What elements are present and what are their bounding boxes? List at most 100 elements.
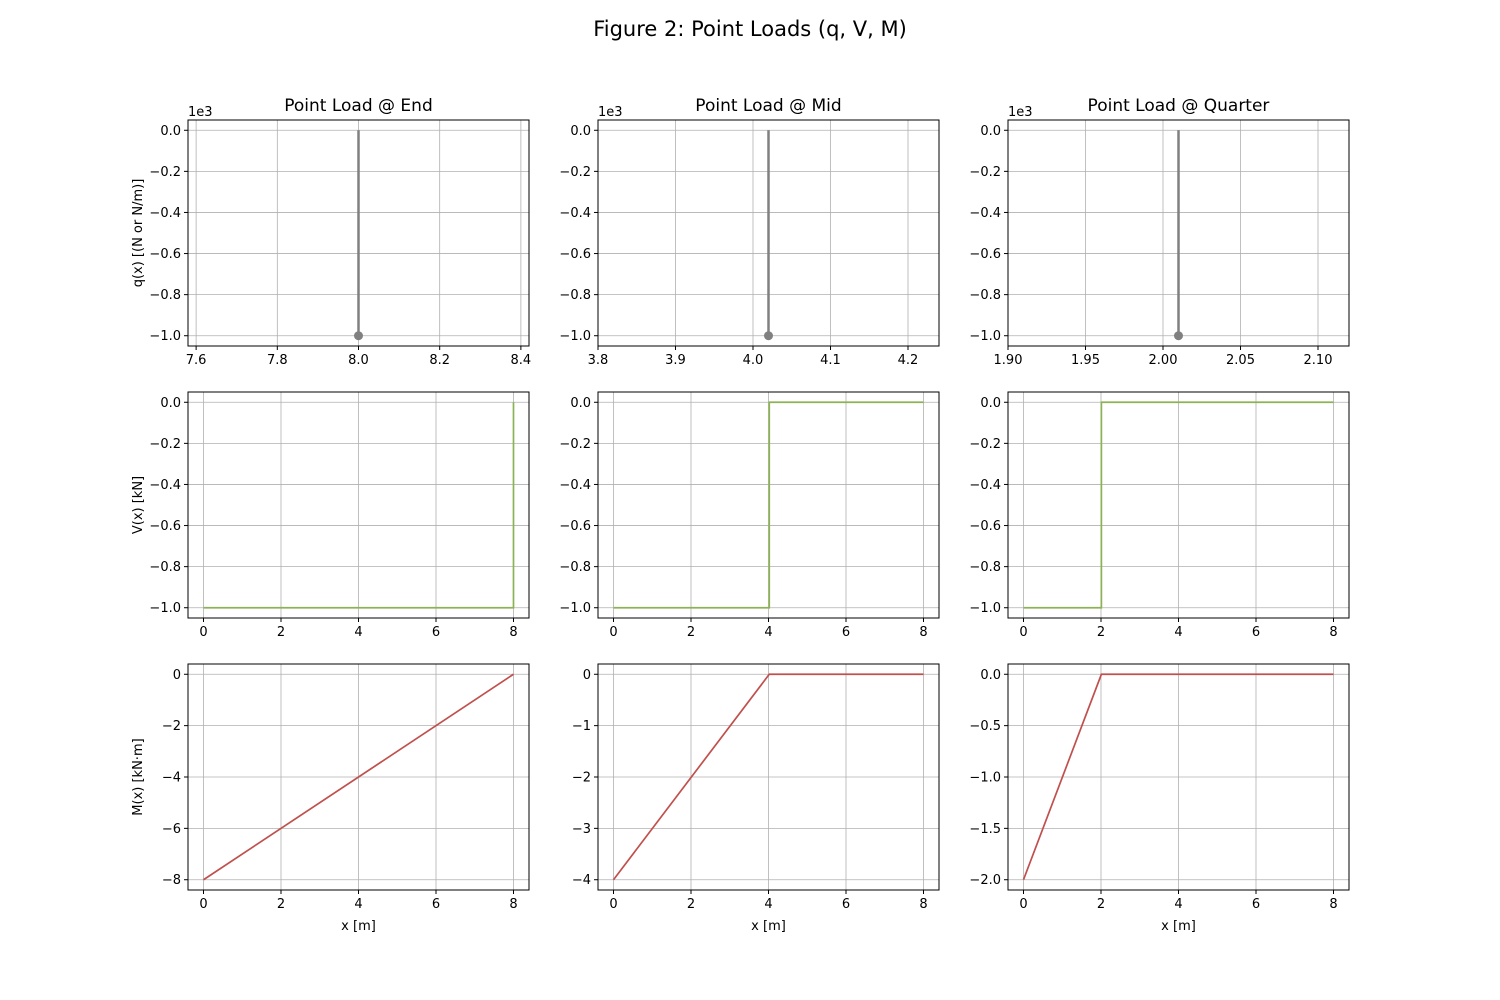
series-line <box>612 673 924 881</box>
subplot-1-2: 0 2 4 6 8 0.0 −0.2 −0.4 −0.6 −0.8 −1.0 <box>969 391 1350 640</box>
y-tick-label: −0.8 <box>149 288 181 303</box>
y-tick-label: −1.5 <box>969 822 1001 837</box>
y-tick-label: −4 <box>572 873 591 888</box>
plot-area <box>1023 401 1334 609</box>
series-line <box>203 673 514 881</box>
y-tick-label: 0.0 <box>160 396 181 411</box>
y-tick-label: −1 <box>572 719 591 734</box>
stem-marker <box>1174 331 1183 341</box>
y-tick-label: 0.0 <box>160 124 181 139</box>
x-tick-label: 1.95 <box>1071 353 1100 368</box>
x-tick-label: 4.2 <box>898 353 919 368</box>
x-tick-label: 4 <box>354 897 362 912</box>
x-tick-label: 4 <box>764 897 772 912</box>
plot-area <box>354 130 363 341</box>
y-tick-label: −2.0 <box>969 873 1001 888</box>
y-tick-label: −1.0 <box>969 601 1001 616</box>
x-tick-label: 8 <box>919 897 927 912</box>
y-axis-label: V(x) [kN] <box>131 476 146 534</box>
x-tick-label: 0 <box>609 897 617 912</box>
y-tick-label: −1.0 <box>969 771 1001 786</box>
x-tick-label: 2 <box>687 897 695 912</box>
x-tick-label: 0 <box>199 625 207 640</box>
y-tick-label: 0.0 <box>980 396 1001 411</box>
subplot-0-2: 1.90 1.95 2.00 2.05 2.10 0.0 −0.2 −0.4 −0.6 −0.8 −… <box>969 96 1350 368</box>
y-tick-label: −6 <box>162 822 181 837</box>
y-tick-label: −0.2 <box>969 165 1001 180</box>
y-offset-label: 1e3 <box>1008 105 1033 120</box>
y-tick-label: −0.2 <box>149 165 181 180</box>
axes-frame <box>597 119 940 347</box>
x-tick-label: 8.4 <box>511 353 532 368</box>
subplot-0-0: 7.6 7.8 8.0 8.2 8.4 0.0 −0.2 −0.4 −0.6 −0.8 −1.0 Po… <box>131 96 531 368</box>
x-tick-label: 4 <box>1174 625 1182 640</box>
x-tick-label: 4 <box>354 625 362 640</box>
x-tick-label: 4.0 <box>743 353 764 368</box>
x-tick-label: 3.9 <box>665 353 686 368</box>
x-tick-label: 2.05 <box>1226 353 1255 368</box>
subplot-title: Point Load @ Quarter <box>1088 96 1270 116</box>
plot-area <box>1174 130 1183 341</box>
subplot-2-2: 0 2 4 6 8 0.0 −0.5 −1.0 −1.5 −2.0 x [m] <box>969 663 1350 934</box>
stem-marker <box>764 331 773 341</box>
plot-area <box>1022 673 1334 881</box>
y-tick-label: −4 <box>162 771 181 786</box>
y-tick-label: −2 <box>572 771 591 786</box>
x-tick-label: 7.6 <box>186 353 207 368</box>
x-tick-label: 1.90 <box>994 353 1023 368</box>
x-tick-label: 7.8 <box>267 353 288 368</box>
x-axis-label: x [m] <box>1161 919 1196 934</box>
plot-area <box>203 402 515 609</box>
figure-title: Figure 2: Point Loads (q, V, M) <box>593 17 907 41</box>
x-axis-label: x [m] <box>751 919 786 934</box>
y-tick-label: −0.8 <box>559 560 591 575</box>
x-tick-label: 8 <box>1329 897 1337 912</box>
series-line <box>203 402 515 609</box>
y-tick-label: −0.4 <box>149 206 181 221</box>
subplot-1-1: 0 2 4 6 8 0.0 −0.2 −0.4 −0.6 −0.8 −1.0 <box>559 391 940 640</box>
y-tick-label: −1.0 <box>559 601 591 616</box>
y-tick-label: 0.0 <box>980 124 1001 139</box>
y-tick-label: −1.0 <box>149 601 181 616</box>
x-tick-label: 0 <box>1019 897 1027 912</box>
y-tick-label: −0.4 <box>149 478 181 493</box>
y-tick-label: −0.8 <box>149 560 181 575</box>
y-tick-label: −0.8 <box>969 560 1001 575</box>
x-tick-label: 4.1 <box>820 353 841 368</box>
x-tick-label: 8 <box>509 625 517 640</box>
x-tick-label: 0 <box>1019 625 1027 640</box>
y-tick-label: −1.0 <box>559 329 591 344</box>
series-line <box>1022 673 1334 881</box>
y-tick-label: −0.6 <box>969 519 1001 534</box>
subplot-grid: 7.6 7.8 8.0 8.2 8.4 0.0 −0.2 −0.4 −0.6 −0.8 −1.0 Po… <box>131 96 1350 934</box>
x-tick-label: 2 <box>277 625 285 640</box>
x-axis-label: x [m] <box>341 919 376 934</box>
x-tick-label: 4 <box>764 625 772 640</box>
x-tick-label: 2.00 <box>1149 353 1178 368</box>
y-tick-label: −0.8 <box>559 288 591 303</box>
x-tick-label: 2 <box>277 897 285 912</box>
x-tick-label: 8 <box>509 897 517 912</box>
y-tick-label: −1.0 <box>149 329 181 344</box>
plot-area <box>203 673 514 881</box>
y-tick-label: −0.5 <box>969 719 1001 734</box>
y-tick-label: −0.4 <box>969 478 1001 493</box>
y-tick-label: −1.0 <box>969 329 1001 344</box>
x-tick-label: 6 <box>432 897 440 912</box>
subplot-title: Point Load @ Mid <box>695 96 841 116</box>
axes-frame <box>1007 119 1350 347</box>
y-tick-label: 0 <box>173 668 181 683</box>
y-tick-label: −0.6 <box>149 519 181 534</box>
y-tick-label: −0.2 <box>559 437 591 452</box>
x-tick-label: 6 <box>1252 897 1260 912</box>
y-tick-label: −0.4 <box>559 478 591 493</box>
series-line <box>613 401 924 609</box>
y-tick-label: −0.6 <box>149 247 181 262</box>
y-offset-label: 1e3 <box>188 105 213 120</box>
y-tick-label: 0.0 <box>570 124 591 139</box>
y-tick-label: 0 <box>583 668 591 683</box>
plot-area <box>612 673 924 881</box>
y-tick-label: −0.6 <box>559 247 591 262</box>
subplot-1-0: 0 2 4 6 8 0.0 −0.2 −0.4 −0.6 −0.8 −1.0 V(x) [kN] <box>131 391 530 640</box>
